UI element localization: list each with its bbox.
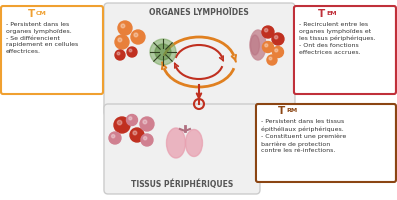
Text: TISSUS PÉRIPHÉRIQUES: TISSUS PÉRIPHÉRIQUES: [131, 179, 233, 189]
FancyBboxPatch shape: [104, 3, 295, 116]
Circle shape: [274, 36, 278, 39]
Text: ORGANES LYMPHOÏDES: ORGANES LYMPHOÏDES: [149, 8, 249, 17]
Text: T: T: [278, 106, 285, 116]
Circle shape: [129, 49, 132, 52]
Circle shape: [133, 131, 137, 135]
Ellipse shape: [251, 35, 260, 55]
Circle shape: [121, 24, 125, 28]
Circle shape: [141, 134, 153, 146]
Circle shape: [115, 35, 129, 49]
FancyBboxPatch shape: [1, 6, 103, 94]
Circle shape: [118, 120, 122, 125]
Text: RM: RM: [286, 108, 297, 113]
Circle shape: [150, 39, 176, 65]
Text: T: T: [28, 9, 35, 19]
Text: - Recirculent entre les
organes lymphoïdes et
les tissus périphériques.
- Ont de: - Recirculent entre les organes lymphoïd…: [299, 22, 376, 55]
Text: - Persistent dans les tissus
épithéliaux périphériques.
- Constituent une premiè: - Persistent dans les tissus épithéliaux…: [261, 119, 346, 153]
Circle shape: [143, 137, 147, 140]
Circle shape: [129, 117, 132, 120]
Circle shape: [269, 57, 272, 60]
Circle shape: [264, 29, 268, 32]
Circle shape: [118, 38, 122, 42]
Circle shape: [127, 47, 137, 57]
Circle shape: [265, 44, 268, 47]
Circle shape: [272, 33, 284, 45]
Circle shape: [272, 47, 283, 58]
Circle shape: [118, 21, 132, 35]
Circle shape: [127, 114, 137, 125]
Text: CM: CM: [36, 11, 47, 16]
Circle shape: [262, 26, 274, 38]
Circle shape: [109, 132, 121, 144]
Circle shape: [143, 120, 147, 124]
Circle shape: [117, 52, 120, 55]
Ellipse shape: [185, 129, 202, 156]
Circle shape: [275, 49, 278, 52]
Circle shape: [131, 30, 145, 44]
Circle shape: [130, 128, 144, 142]
FancyBboxPatch shape: [294, 6, 396, 94]
Ellipse shape: [166, 128, 185, 158]
Text: EM: EM: [326, 11, 337, 16]
Circle shape: [134, 33, 138, 37]
Circle shape: [140, 117, 154, 131]
Ellipse shape: [250, 30, 266, 60]
Circle shape: [112, 135, 115, 138]
Circle shape: [155, 44, 171, 60]
Circle shape: [115, 50, 125, 60]
Text: T: T: [318, 9, 325, 19]
Circle shape: [114, 117, 130, 133]
FancyBboxPatch shape: [104, 104, 260, 194]
FancyBboxPatch shape: [256, 104, 396, 182]
Circle shape: [262, 42, 274, 53]
Text: - Persistent dans les
organes lymphoïdes.
- Se différencient
rapidement en cellu: - Persistent dans les organes lymphoïdes…: [6, 22, 78, 54]
Circle shape: [267, 55, 277, 65]
